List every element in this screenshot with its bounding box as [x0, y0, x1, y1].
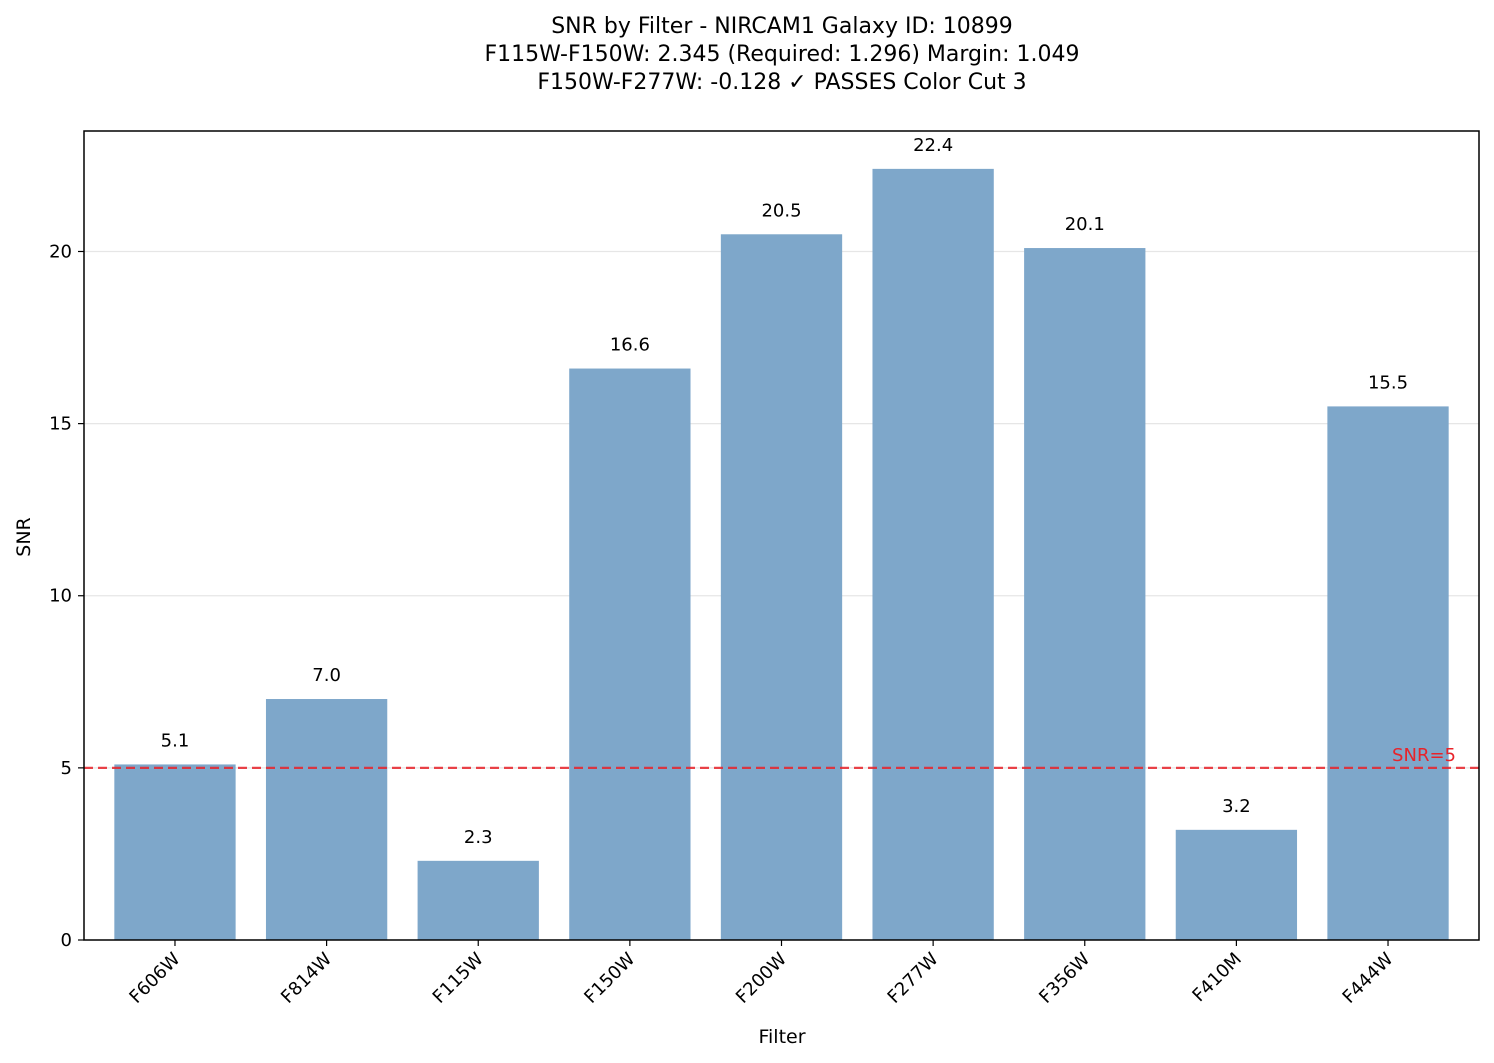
chart-title-line-1: SNR by Filter - NIRCAM1 Galaxy ID: 10899	[551, 14, 1013, 39]
bar-F444W	[1327, 406, 1449, 940]
y-tick-label-0: 0	[61, 930, 72, 951]
y-axis: 0 5 10 15 20	[49, 241, 84, 951]
chart-title-line-3: F150W-F277W: -0.128 ✓ PASSES Color Cut 3	[537, 70, 1026, 95]
x-tick-label-F277W: F277W	[884, 949, 943, 1008]
data-label-F277W: 22.4	[913, 135, 953, 156]
bars	[114, 168, 1449, 941]
x-tick-label-F356W: F356W	[1035, 949, 1094, 1008]
reference-line-label: SNR=5	[1392, 745, 1456, 766]
x-tick-label-F200W: F200W	[732, 949, 791, 1008]
bar-F200W	[720, 234, 843, 940]
data-label-F115W: 2.3	[464, 827, 493, 848]
data-label-F410M: 3.2	[1222, 796, 1251, 817]
reference-line-group: SNR=5	[84, 745, 1479, 769]
x-axis: F606W F814W F115W F150W F200W F277W F356W F410M…	[125, 940, 1398, 1008]
y-axis-label: SNR	[13, 517, 35, 556]
x-tick-label-F410M: F410M	[1188, 949, 1245, 1006]
chart-title-line-2: F115W-F150W: 2.345 (Required: 1.296) Mar…	[485, 42, 1080, 67]
y-tick-label-15: 15	[49, 414, 72, 435]
bar-F115W	[417, 860, 539, 940]
data-labels: 5.1 7.0 2.3 16.6 20.5 22.4 20.1 3.2 15.5	[161, 135, 1408, 848]
x-tick-label-F814W: F814W	[277, 949, 336, 1008]
data-label-F606W: 5.1	[161, 730, 190, 751]
y-tick-label-10: 10	[49, 586, 72, 607]
x-tick-label-F444W: F444W	[1339, 949, 1398, 1008]
bar-F356W	[1024, 248, 1146, 940]
data-label-F356W: 20.1	[1065, 214, 1105, 235]
bar-F150W	[569, 368, 691, 941]
bar-F410M	[1175, 829, 1298, 940]
chart-title: SNR by Filter - NIRCAM1 Galaxy ID: 10899…	[485, 14, 1080, 95]
x-tick-label-F150W: F150W	[580, 949, 639, 1008]
x-tick-label-F606W: F606W	[125, 949, 184, 1008]
bar-F606W	[114, 764, 236, 940]
bar-F277W	[872, 168, 994, 940]
data-label-F200W: 20.5	[761, 200, 801, 221]
y-tick-label-5: 5	[61, 758, 72, 779]
y-tick-label-20: 20	[49, 241, 72, 262]
data-label-F150W: 16.6	[610, 335, 650, 356]
bar-F814W	[265, 699, 388, 940]
x-axis-label: Filter	[758, 1026, 805, 1048]
data-label-F444W: 15.5	[1368, 372, 1408, 393]
x-tick-label-F115W: F115W	[429, 949, 488, 1008]
data-label-F814W: 7.0	[312, 665, 341, 686]
